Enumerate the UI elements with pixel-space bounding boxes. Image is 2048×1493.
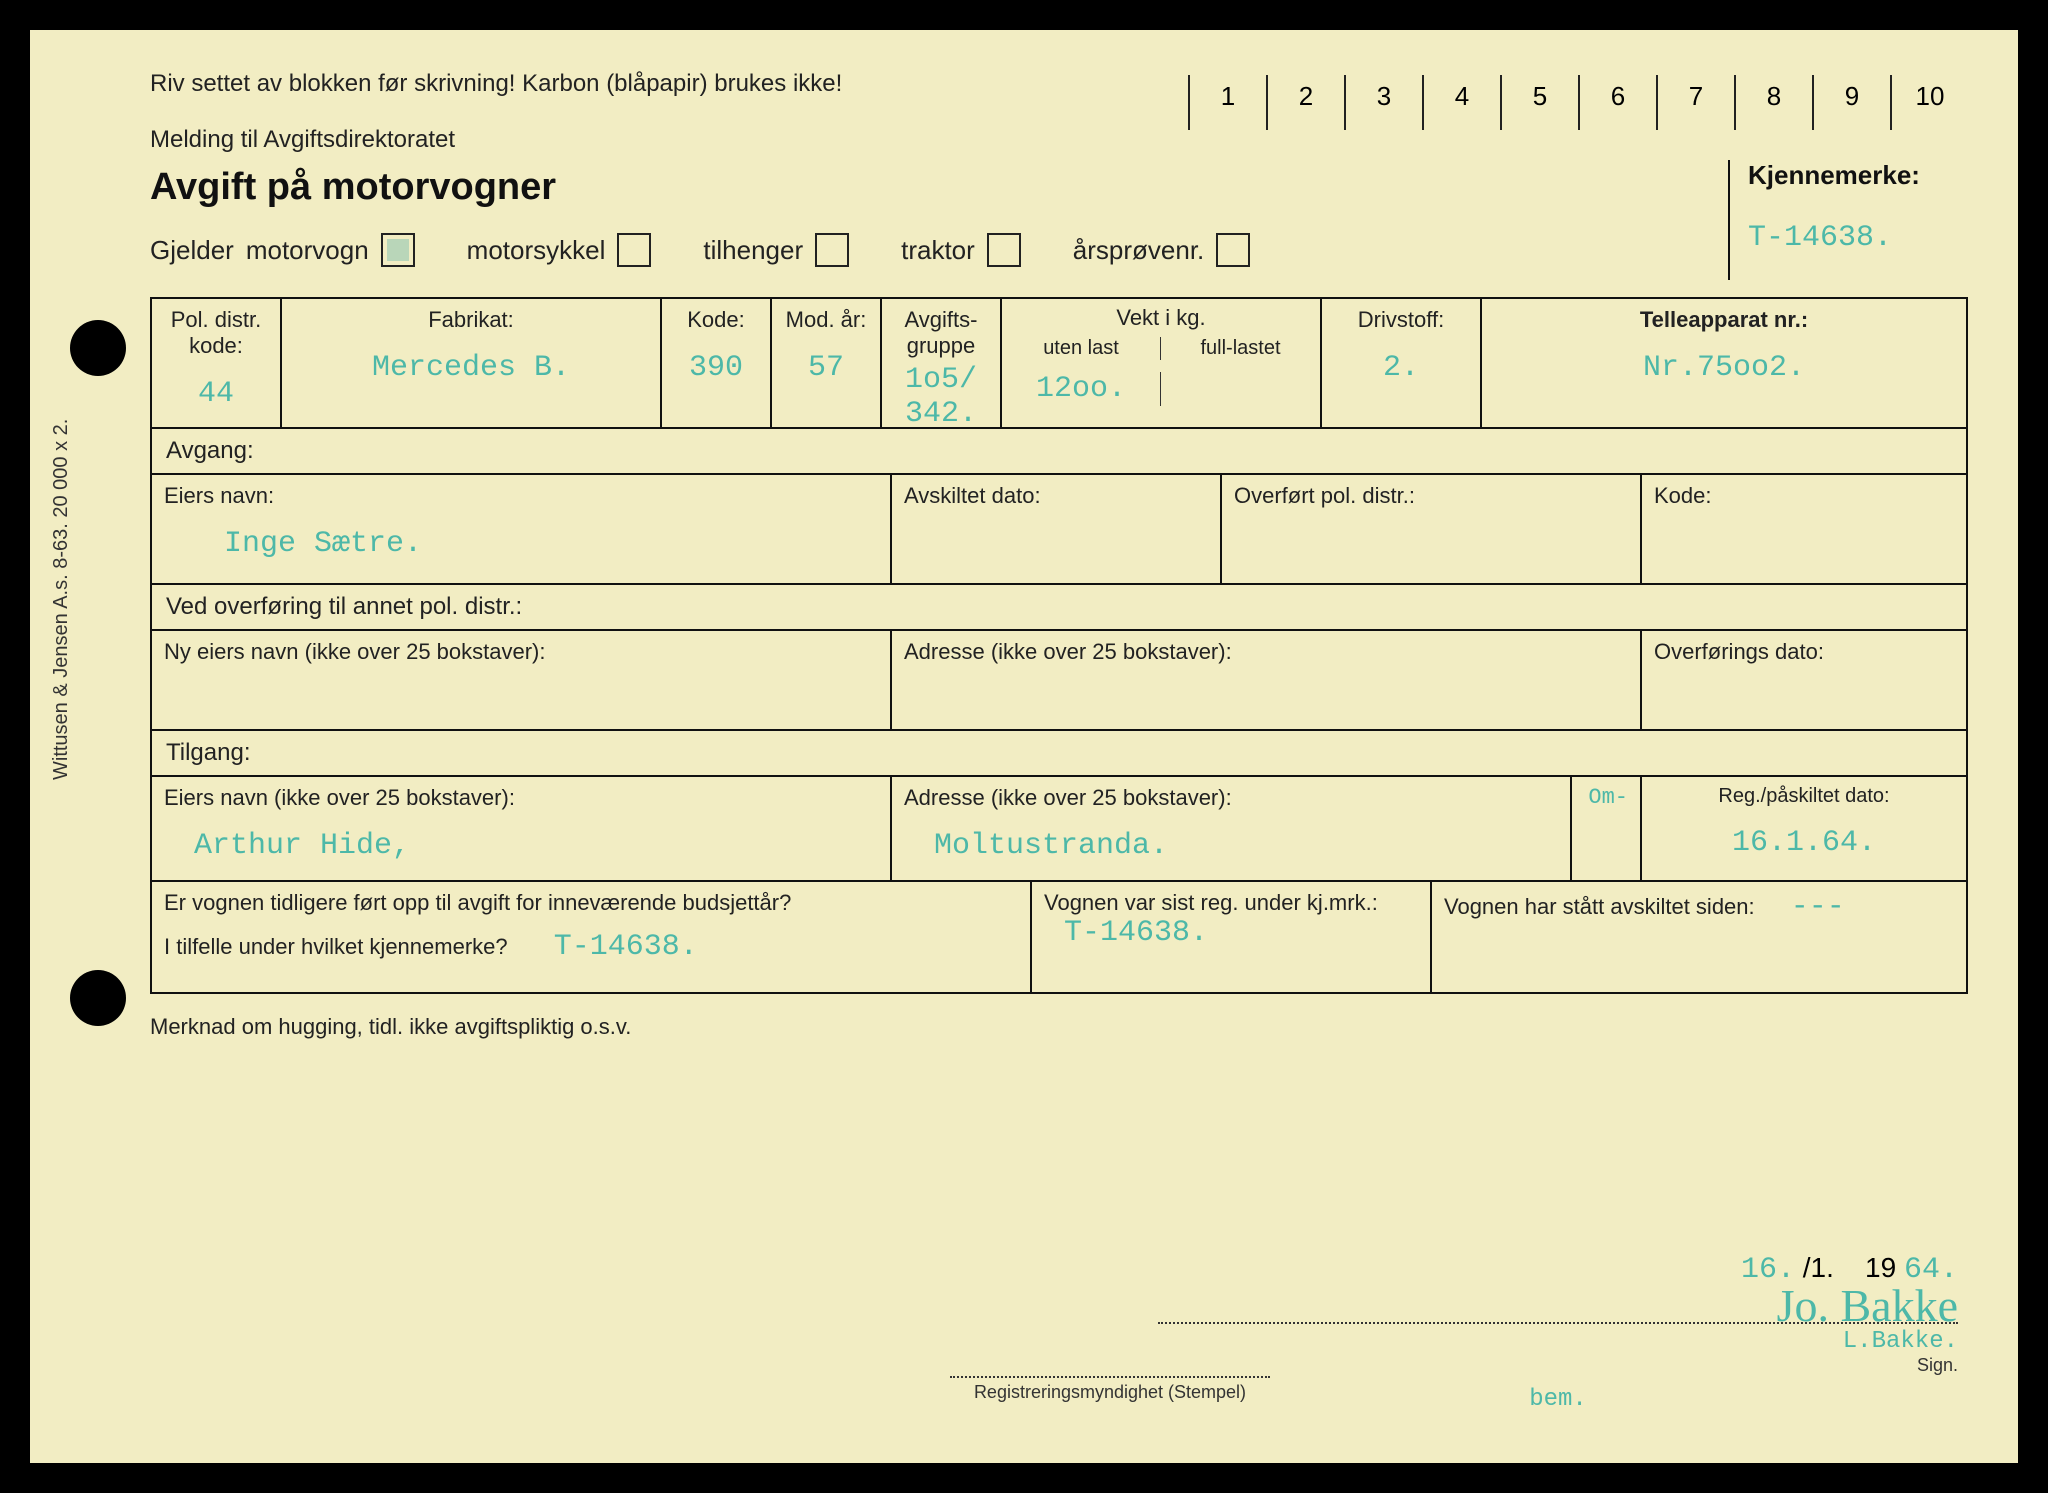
main-table: Pol. distr. kode: 44 Fabrikat: Mercedes … [150, 297, 1968, 994]
vehicle-type-row: Gjelder motorvogn motorsykkel tilhenger … [150, 233, 1968, 267]
copy-number: 7 [1656, 75, 1734, 130]
form-title: Avgift på motorvogner [150, 166, 1968, 209]
kjennemerke-label: Kjennemerke: [1748, 160, 1968, 191]
kode-value: 390 [674, 351, 758, 385]
copy-number: 1 [1188, 75, 1266, 130]
copy-number: 3 [1344, 75, 1422, 130]
vekt-uten-value: 12oo. [1002, 372, 1161, 406]
motorsykkel-label: motorsykkel [467, 235, 606, 266]
traktor-checkbox[interactable] [987, 233, 1021, 267]
copy-number: 9 [1812, 75, 1890, 130]
eier2-navn-label: Eiers navn (ikke over 25 bokstaver): [164, 785, 878, 811]
merknad-label: Merknad om hugging, tidl. ikke avgiftspl… [150, 1014, 1968, 1040]
overfort-label: Overført pol. distr.: [1234, 483, 1628, 509]
vekt-label: Vekt i kg. [1002, 299, 1320, 337]
signature-scribble: Jo. Bakke [1158, 1279, 1958, 1332]
copy-number: 8 [1734, 75, 1812, 130]
tilhenger-label: tilhenger [703, 235, 803, 266]
motorvogn-label: motorvogn [246, 235, 369, 266]
telleapparat-label: Telleapparat nr.: [1494, 307, 1954, 333]
copy-number-strip: 1 2 3 4 5 6 7 8 9 10 [1188, 75, 1968, 130]
punch-hole-icon [70, 320, 126, 376]
arsprovenr-checkbox[interactable] [1216, 233, 1250, 267]
mod-ar-value: 57 [784, 351, 868, 385]
question-line1: Er vognen tidligere ført opp til avgift … [164, 890, 1018, 916]
sist-reg-value: T-14638. [1064, 916, 1208, 950]
fabrikat-label: Fabrikat: [294, 307, 648, 333]
traktor-label: traktor [901, 235, 975, 266]
kjennemerke-box: Kjennemerke: T-14638. [1728, 160, 1968, 280]
bem-text: bem. [1158, 1386, 1958, 1413]
reg-dato-value: 16.1.64. [1654, 826, 1954, 860]
eier2-adresse-value: Moltustranda. [934, 829, 1558, 863]
copy-number: 5 [1500, 75, 1578, 130]
ny-eier-adresse-label: Adresse (ikke over 25 bokstaver): [904, 639, 1628, 665]
avgifts-value: 1o5/ 342. [894, 363, 988, 431]
punch-hole-icon [70, 970, 126, 1026]
question-line2: I tilfelle under hvilket kjennemerke? [164, 934, 508, 959]
motorsykkel-checkbox[interactable] [617, 233, 651, 267]
ved-overforing-header: Ved overføring til annet pol. distr.: [152, 585, 1966, 631]
avgang-header: Avgang: [152, 429, 1966, 475]
om-label: Om- [1584, 785, 1628, 810]
form-page: Wittusen & Jensen A.s. 8-63. 20 000 x 2.… [30, 30, 2018, 1463]
pol-distr-label: Pol. distr. kode: [164, 307, 268, 359]
copy-number: 6 [1578, 75, 1656, 130]
arsprovenr-label: årsprøvenr. [1073, 235, 1205, 266]
prefix-label: Gjelder [150, 235, 234, 266]
avgifts-label: Avgifts-gruppe [894, 307, 988, 359]
subtitle: Melding til Avgiftsdirektoratet [150, 126, 1968, 154]
copy-number: 2 [1266, 75, 1344, 130]
avskiltet-siden-value: --- [1791, 890, 1845, 924]
eier-navn-value: Inge Sætre. [224, 527, 878, 561]
copy-number: 4 [1422, 75, 1500, 130]
eier2-adresse-label: Adresse (ikke over 25 bokstaver): [904, 785, 1558, 811]
tilgang-header: Tilgang: [152, 731, 1966, 777]
vekt-full-label: full-lastet [1161, 337, 1320, 360]
mod-ar-label: Mod. år: [784, 307, 868, 333]
ny-eier-navn-label: Ny eiers navn (ikke over 25 bokstaver): [164, 639, 878, 665]
overforings-dato-label: Overførings dato: [1654, 639, 1954, 665]
reg-dato-label: Reg./påskiltet dato: [1654, 785, 1954, 808]
telleapparat-value: Nr.75oo2. [1494, 351, 1954, 385]
avskiltet-siden-label: Vognen har stått avskiltet siden: [1444, 894, 1755, 919]
eier2-navn-value: Arthur Hide, [194, 829, 878, 863]
sign-label: Sign. [1158, 1355, 1958, 1376]
printer-credit: Wittusen & Jensen A.s. 8-63. 20 000 x 2. [50, 419, 73, 780]
pol-distr-value: 44 [164, 377, 268, 411]
avskiltet-dato-label: Avskiltet dato: [904, 483, 1208, 509]
drivstoff-label: Drivstoff: [1334, 307, 1468, 333]
eier-navn-label: Eiers navn: [164, 483, 878, 509]
tilhenger-checkbox[interactable] [815, 233, 849, 267]
signature-area: 16. /1. 19 64. Jo. Bakke L.Bakke. Sign. … [1158, 1252, 1958, 1413]
drivstoff-value: 2. [1334, 351, 1468, 385]
kjennemerke-value: T-14638. [1748, 221, 1968, 255]
vekt-uten-label: uten last [1002, 337, 1161, 360]
copy-number: 10 [1890, 75, 1968, 130]
kode-label: Kode: [674, 307, 758, 333]
motorvogn-checkbox[interactable] [381, 233, 415, 267]
fabrikat-value: Mercedes B. [294, 351, 648, 385]
question-kj-value: T-14638. [554, 930, 698, 964]
kode2-label: Kode: [1654, 483, 1954, 509]
sist-reg-label: Vognen var sist reg. under kj.mrk.: [1044, 890, 1378, 915]
sign-name: L.Bakke. [1843, 1328, 1958, 1355]
